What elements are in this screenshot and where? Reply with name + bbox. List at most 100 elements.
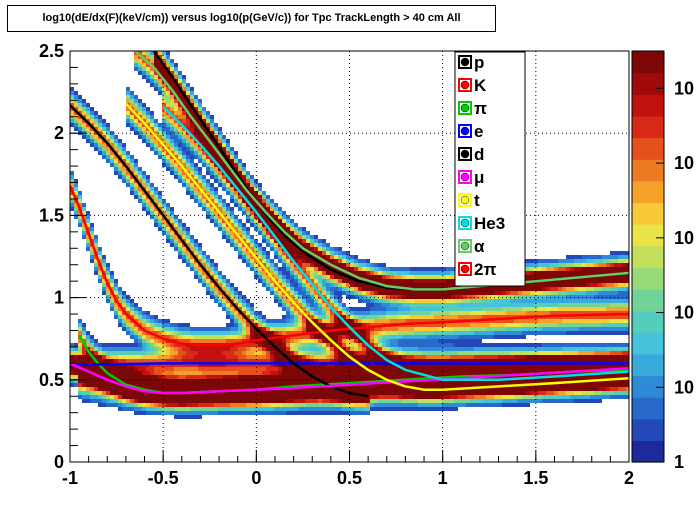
density-cell	[450, 367, 454, 371]
density-cell	[490, 311, 494, 315]
density-cell	[342, 287, 346, 291]
density-cell	[454, 295, 458, 299]
density-cell	[254, 195, 258, 199]
density-cell	[130, 327, 134, 331]
density-cell	[430, 343, 434, 347]
density-cell	[250, 383, 254, 387]
density-cell	[82, 399, 86, 403]
density-cell	[354, 291, 358, 295]
density-cell	[374, 407, 378, 411]
density-cell	[102, 287, 106, 291]
density-cell	[154, 131, 158, 135]
density-cell	[182, 155, 186, 159]
density-cell	[126, 159, 130, 163]
density-cell	[94, 347, 98, 351]
density-cell	[494, 291, 498, 295]
density-cell	[254, 407, 258, 411]
density-cell	[470, 351, 474, 355]
density-cell	[230, 195, 234, 199]
density-cell	[298, 311, 302, 315]
density-cell	[194, 379, 198, 383]
density-cell	[250, 211, 254, 215]
density-cell	[406, 303, 410, 307]
density-cell	[182, 327, 186, 331]
density-cell	[214, 179, 218, 183]
density-cell	[162, 363, 166, 367]
density-cell	[110, 371, 114, 375]
density-cell	[482, 323, 486, 327]
density-cell	[466, 299, 470, 303]
density-cell	[466, 359, 470, 363]
density-cell	[482, 307, 486, 311]
density-cell	[230, 151, 234, 155]
density-cell	[330, 351, 334, 355]
density-cell	[442, 351, 446, 355]
density-cell	[138, 103, 142, 107]
density-cell	[206, 327, 210, 331]
density-cell	[214, 367, 218, 371]
density-cell	[318, 367, 322, 371]
density-cell	[230, 363, 234, 367]
density-cell	[498, 355, 502, 359]
density-cell	[342, 259, 346, 263]
density-cell	[178, 219, 182, 223]
density-cell	[482, 343, 486, 347]
density-cell	[186, 83, 190, 87]
density-cell	[342, 403, 346, 407]
density-cell	[202, 119, 206, 123]
density-cell	[502, 327, 506, 331]
density-cell	[222, 335, 226, 339]
density-cell	[218, 295, 222, 299]
density-cell	[434, 327, 438, 331]
density-cell	[382, 387, 386, 391]
density-cell	[418, 279, 422, 283]
density-cell	[138, 59, 142, 63]
density-cell	[294, 347, 298, 351]
density-cell	[238, 379, 242, 383]
density-cell	[378, 347, 382, 351]
density-cell	[210, 171, 214, 175]
density-cell	[242, 251, 246, 255]
density-cell	[266, 267, 270, 271]
density-cell	[450, 407, 454, 411]
density-cell	[450, 323, 454, 327]
density-cell	[422, 271, 426, 275]
density-cell	[326, 263, 330, 267]
density-cell	[286, 231, 290, 235]
density-cell	[370, 383, 374, 387]
density-cell	[262, 343, 266, 347]
density-cell	[446, 327, 450, 331]
density-cell	[518, 347, 522, 351]
density-cell	[282, 287, 286, 291]
density-cell	[438, 399, 442, 403]
density-cell	[506, 359, 510, 363]
density-cell	[286, 267, 290, 271]
density-cell	[306, 343, 310, 347]
density-cell	[122, 175, 126, 179]
density-cell	[234, 351, 238, 355]
density-cell	[294, 251, 298, 255]
density-cell	[294, 247, 298, 251]
density-cell	[402, 363, 406, 367]
density-cell	[406, 319, 410, 323]
density-cell	[398, 359, 402, 363]
density-cell	[198, 279, 202, 283]
density-cell	[258, 243, 262, 247]
density-cell	[254, 271, 258, 275]
density-cell	[230, 383, 234, 387]
density-cell	[290, 295, 294, 299]
density-cell	[322, 355, 326, 359]
density-cell	[434, 347, 438, 351]
density-cell	[378, 291, 382, 295]
density-cell	[178, 343, 182, 347]
density-cell	[274, 355, 278, 359]
density-cell	[258, 343, 262, 347]
density-cell	[78, 319, 82, 323]
density-cell	[334, 335, 338, 339]
density-cell	[510, 351, 514, 355]
density-cell	[522, 303, 526, 307]
density-cell	[426, 407, 430, 411]
density-cell	[182, 107, 186, 111]
density-cell	[198, 339, 202, 343]
density-cell	[418, 363, 422, 367]
